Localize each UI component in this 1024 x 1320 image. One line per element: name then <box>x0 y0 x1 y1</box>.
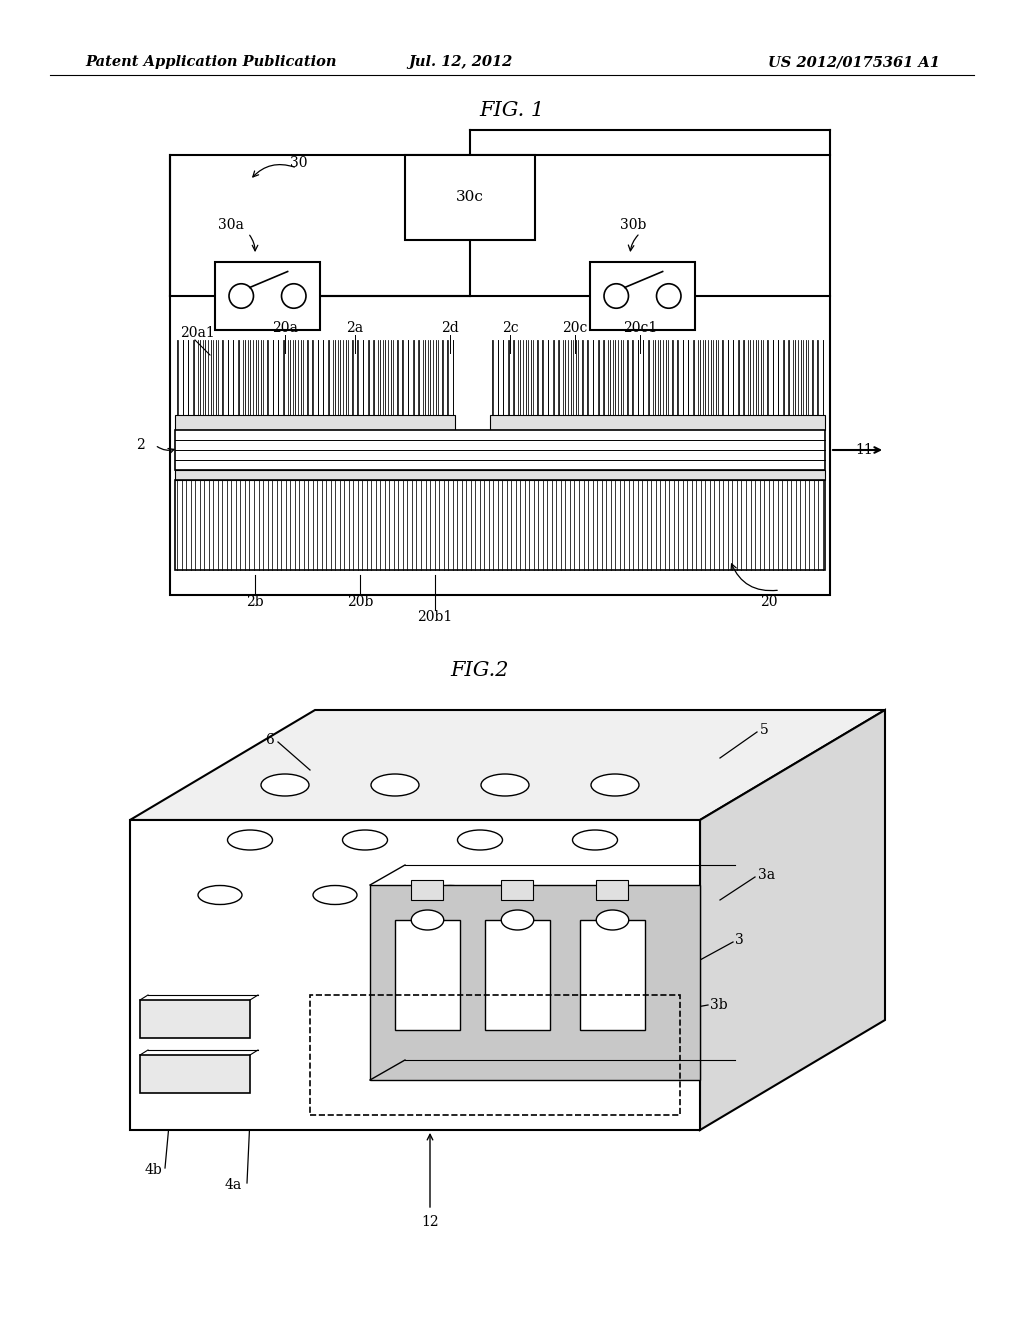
Ellipse shape <box>458 830 503 850</box>
Ellipse shape <box>227 830 272 850</box>
Bar <box>485 920 550 1030</box>
Text: 2c: 2c <box>502 321 518 335</box>
Text: 30b: 30b <box>620 218 646 232</box>
Text: 30a: 30a <box>218 218 244 232</box>
Ellipse shape <box>591 774 639 796</box>
Bar <box>411 880 443 900</box>
Polygon shape <box>130 710 885 820</box>
Text: 20a1: 20a1 <box>180 326 215 341</box>
Text: 3b: 3b <box>710 998 728 1012</box>
Bar <box>310 995 680 1115</box>
Ellipse shape <box>428 886 472 904</box>
Text: 3: 3 <box>735 933 743 946</box>
Bar <box>140 1055 250 1093</box>
Bar <box>175 430 825 470</box>
Bar <box>590 261 695 330</box>
Bar <box>175 480 825 570</box>
Text: 3a: 3a <box>758 869 775 882</box>
Bar <box>215 261 319 330</box>
Bar <box>175 470 825 480</box>
Text: 4a: 4a <box>225 1177 243 1192</box>
Ellipse shape <box>261 774 309 796</box>
Ellipse shape <box>313 886 357 904</box>
Text: 20b: 20b <box>347 595 373 609</box>
Text: 12: 12 <box>421 1214 439 1229</box>
Text: 2: 2 <box>136 438 145 451</box>
Text: Patent Application Publication: Patent Application Publication <box>85 55 337 69</box>
Ellipse shape <box>596 909 629 931</box>
Text: 20c1: 20c1 <box>623 321 657 335</box>
Text: FIG.2: FIG.2 <box>451 660 509 680</box>
Bar <box>580 920 645 1030</box>
Bar <box>406 154 535 240</box>
Text: 5: 5 <box>760 723 769 737</box>
Ellipse shape <box>342 830 387 850</box>
Text: FIG. 1: FIG. 1 <box>479 100 545 120</box>
Text: 4b: 4b <box>145 1163 163 1177</box>
Text: 2d: 2d <box>441 321 459 335</box>
Text: 20a: 20a <box>272 321 298 335</box>
Bar <box>140 1001 250 1038</box>
Text: 2a: 2a <box>346 321 364 335</box>
Text: 6: 6 <box>265 733 273 747</box>
Text: 20b1: 20b1 <box>418 610 453 624</box>
Bar <box>501 880 534 900</box>
Text: 30: 30 <box>290 156 307 170</box>
Ellipse shape <box>412 909 443 931</box>
Bar <box>490 414 825 430</box>
Text: 20c: 20c <box>562 321 588 335</box>
Text: 11: 11 <box>855 444 872 457</box>
Text: 2b: 2b <box>246 595 264 609</box>
Polygon shape <box>700 710 885 1130</box>
Ellipse shape <box>371 774 419 796</box>
Ellipse shape <box>502 909 534 931</box>
Ellipse shape <box>481 774 529 796</box>
Bar <box>395 920 460 1030</box>
Text: 30c: 30c <box>456 190 484 205</box>
Ellipse shape <box>198 886 242 904</box>
Text: Jul. 12, 2012: Jul. 12, 2012 <box>408 55 512 69</box>
Bar <box>175 414 455 430</box>
Polygon shape <box>130 820 700 1130</box>
Text: US 2012/0175361 A1: US 2012/0175361 A1 <box>768 55 940 69</box>
Ellipse shape <box>572 830 617 850</box>
Bar <box>596 880 628 900</box>
Bar <box>170 154 830 595</box>
Bar <box>370 884 700 1080</box>
Text: 20: 20 <box>760 595 777 609</box>
